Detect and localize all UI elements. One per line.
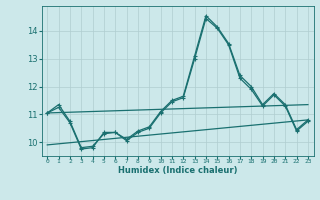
- X-axis label: Humidex (Indice chaleur): Humidex (Indice chaleur): [118, 166, 237, 175]
